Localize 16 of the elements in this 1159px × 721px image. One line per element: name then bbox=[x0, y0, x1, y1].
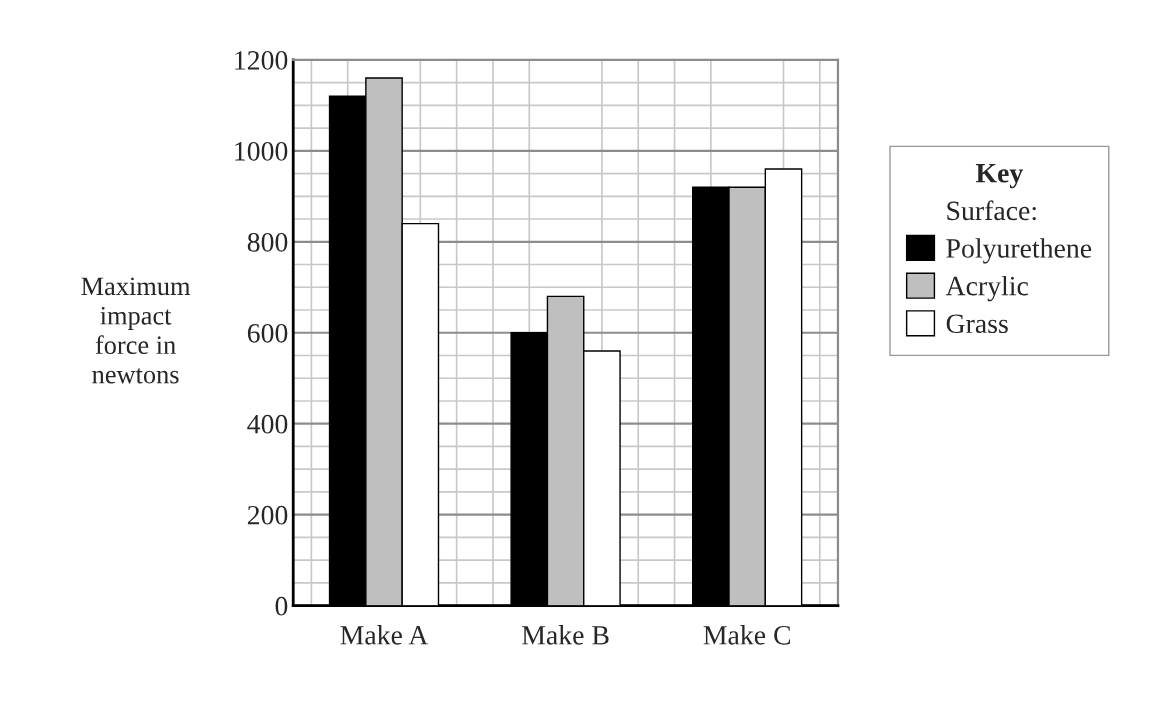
y-tick-label: 600 bbox=[247, 323, 288, 343]
y-tick-label: 800 bbox=[247, 232, 288, 252]
y-tick-label: 400 bbox=[247, 414, 288, 434]
legend-label: Polyurethene bbox=[946, 238, 1092, 264]
legend-label: Grass bbox=[946, 314, 1008, 334]
x-tick-label: Make B bbox=[522, 625, 609, 645]
y-tick-label: 200 bbox=[247, 505, 288, 525]
y-tick-label: 1200 bbox=[235, 51, 288, 70]
text: Surface: bbox=[947, 200, 1036, 221]
y-tick-label: 0 bbox=[275, 596, 288, 616]
x-tick-label: Make A bbox=[340, 625, 429, 645]
x-tick-label: Make C bbox=[703, 625, 790, 645]
y-tick-label: 1000 bbox=[235, 141, 288, 161]
y-axis-title: Maximum impact force in newtons bbox=[81, 277, 191, 384]
legend-label: Acrylic bbox=[945, 275, 1028, 302]
legend-title: Key bbox=[975, 164, 1024, 189]
